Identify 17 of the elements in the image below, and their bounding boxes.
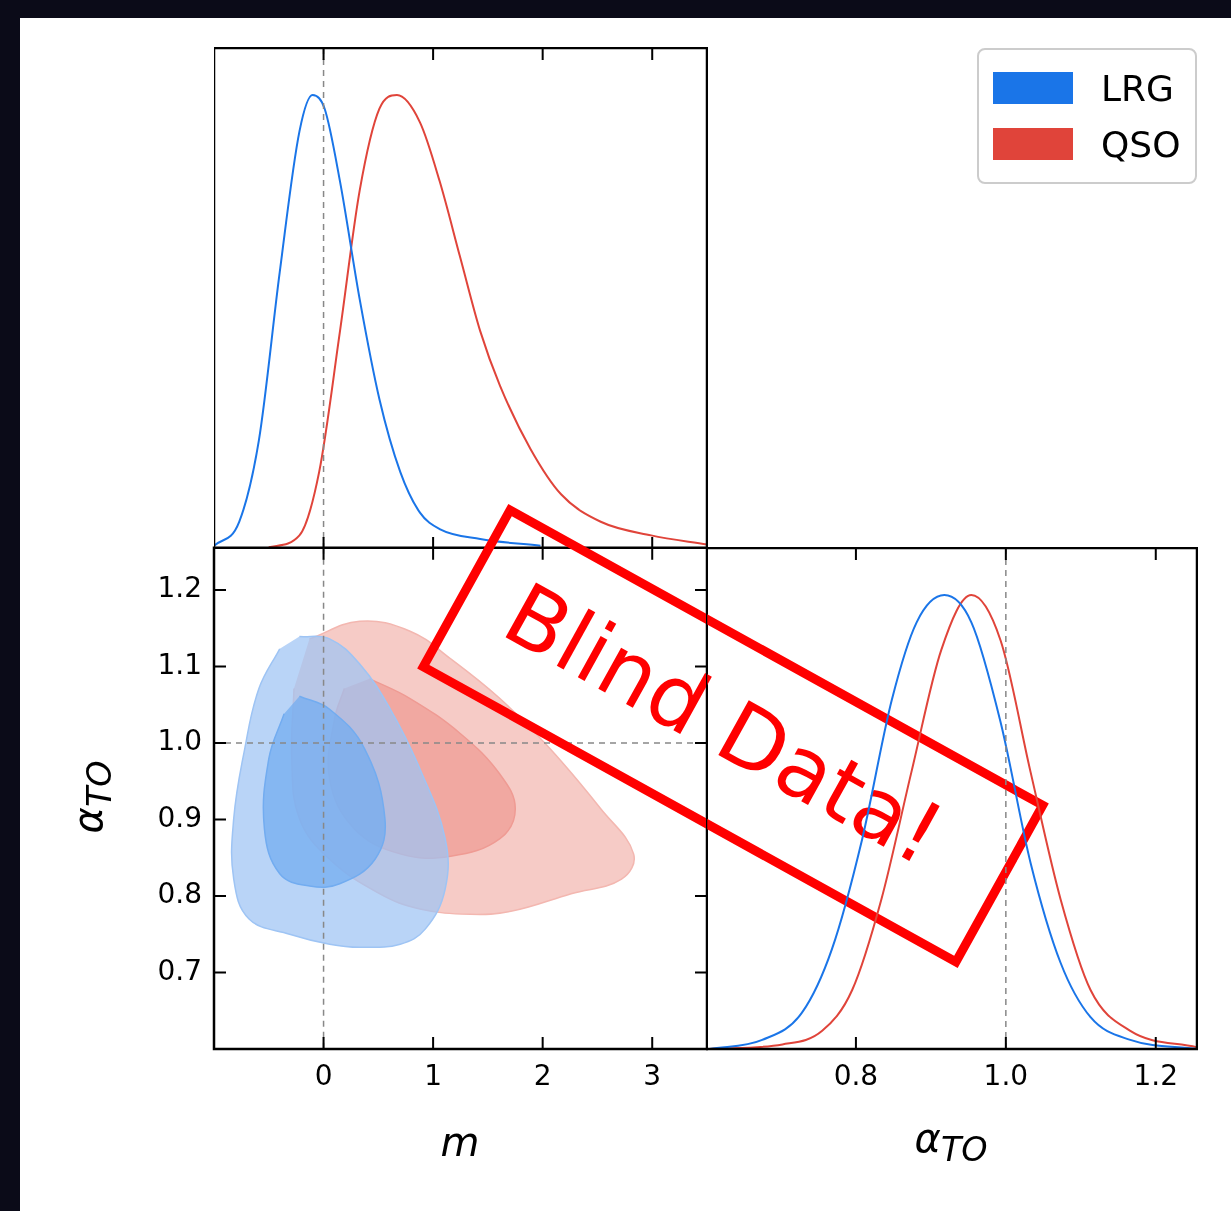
x-tick-label: 1.0 xyxy=(983,1059,1029,1093)
x-tick-label: 2 xyxy=(533,1059,552,1093)
x-tick-label: 3 xyxy=(643,1059,662,1093)
x-tick-label: 0 xyxy=(314,1059,333,1093)
x-axis-title: m xyxy=(440,1119,480,1165)
x-axis-title: α$_{TO}$ xyxy=(914,1115,988,1169)
x-tick-label: 1 xyxy=(424,1059,443,1093)
y-tick-label: 1.1 xyxy=(157,647,202,681)
legend-label: QSO xyxy=(1101,123,1181,165)
y-tick-label: 0.8 xyxy=(157,877,202,911)
y-tick-label: 0.7 xyxy=(157,953,202,987)
legend-label: LRG xyxy=(1101,67,1174,109)
y-tick-label: 0.9 xyxy=(157,800,202,834)
y-tick-label: 1.0 xyxy=(157,724,202,758)
x-tick-label: 0.8 xyxy=(833,1059,879,1093)
y-tick-label: 1.2 xyxy=(157,571,202,605)
x-tick-label: 1.2 xyxy=(1133,1059,1179,1093)
